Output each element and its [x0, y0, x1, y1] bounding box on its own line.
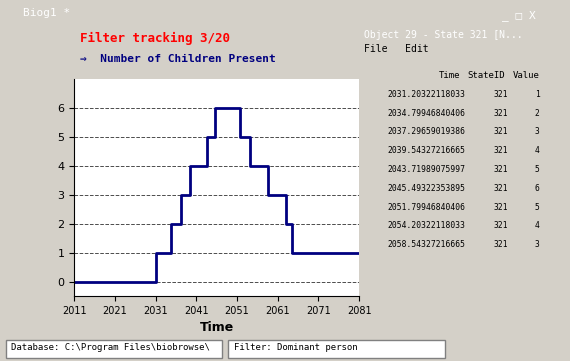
- Text: 2037.29659019386: 2037.29659019386: [388, 127, 466, 136]
- Text: 321: 321: [494, 184, 508, 193]
- Text: 321: 321: [494, 165, 508, 174]
- Text: 321: 321: [494, 90, 508, 99]
- Text: 2034.79946840406: 2034.79946840406: [388, 109, 466, 118]
- Text: StateID: StateID: [467, 71, 504, 80]
- Text: 321: 321: [494, 109, 508, 118]
- FancyBboxPatch shape: [228, 339, 445, 358]
- Text: File   Edit: File Edit: [364, 44, 428, 55]
- Text: 321: 321: [494, 127, 508, 136]
- Text: 2045.49322353895: 2045.49322353895: [388, 184, 466, 193]
- Text: 2043.71989075997: 2043.71989075997: [388, 165, 466, 174]
- Text: 321: 321: [494, 146, 508, 155]
- Text: 5: 5: [535, 203, 539, 212]
- Text: 2051.79946840406: 2051.79946840406: [388, 203, 466, 212]
- Text: Time: Time: [438, 71, 460, 80]
- Text: 3: 3: [535, 240, 539, 249]
- Text: 321: 321: [494, 240, 508, 249]
- Text: Object 29 - State 321 [N...: Object 29 - State 321 [N...: [364, 30, 522, 40]
- Text: 321: 321: [494, 221, 508, 230]
- Text: _ □ X: _ □ X: [502, 10, 535, 21]
- FancyBboxPatch shape: [6, 339, 222, 358]
- Text: 4: 4: [535, 221, 539, 230]
- Text: Filter tracking 3/20: Filter tracking 3/20: [80, 31, 230, 44]
- Text: 1: 1: [535, 90, 539, 99]
- Text: 2058.54327216665: 2058.54327216665: [388, 240, 466, 249]
- Text: 2039.54327216665: 2039.54327216665: [388, 146, 466, 155]
- Text: Biog1 *: Biog1 *: [23, 8, 70, 18]
- Text: Database: C:\Program Files\biobrowse\: Database: C:\Program Files\biobrowse\: [11, 343, 210, 352]
- Text: Filter: Dominant person: Filter: Dominant person: [234, 343, 357, 352]
- Text: 5: 5: [535, 165, 539, 174]
- Text: 2: 2: [535, 109, 539, 118]
- Text: 321: 321: [494, 203, 508, 212]
- Text: 6: 6: [535, 184, 539, 193]
- Text: 3: 3: [535, 127, 539, 136]
- Text: 4: 4: [535, 146, 539, 155]
- Text: 2031.20322118033: 2031.20322118033: [388, 90, 466, 99]
- Text: Value: Value: [512, 71, 539, 80]
- Text: ⇒  Number of Children Present: ⇒ Number of Children Present: [80, 54, 275, 64]
- X-axis label: Time: Time: [200, 321, 234, 334]
- Text: 2054.20322118033: 2054.20322118033: [388, 221, 466, 230]
